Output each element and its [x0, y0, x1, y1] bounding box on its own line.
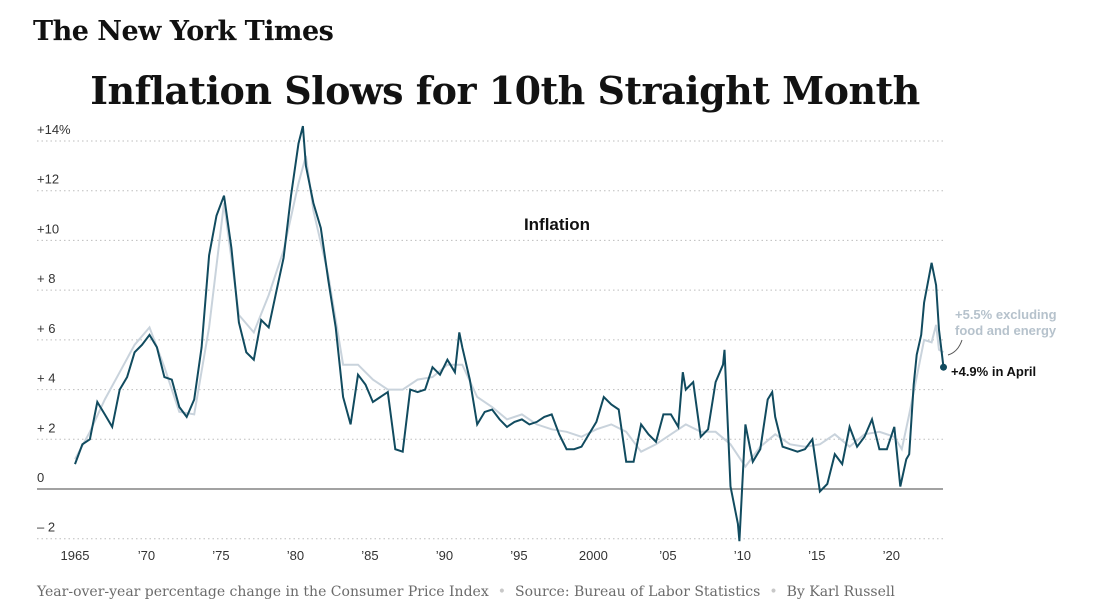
x-tick-label: 2000 [579, 548, 608, 563]
y-tick-label: 0 [37, 470, 44, 485]
y-tick-label: +14% [37, 122, 71, 137]
gridlines [37, 140, 943, 540]
x-tick-label: ’80 [287, 548, 304, 563]
x-tick-label: ’20 [883, 548, 900, 563]
x-tick-label: ’15 [808, 548, 825, 563]
nyt-logo: The New York Times [33, 16, 334, 47]
x-tick-label: ’90 [436, 548, 453, 563]
cpi-line [74, 125, 945, 542]
annotation-arrow [947, 339, 963, 356]
x-tick-label: ’10 [734, 548, 751, 563]
y-tick-label: +10 [37, 221, 59, 236]
x-tick-label: ’95 [510, 548, 527, 563]
y-tick-label: +12 [37, 172, 59, 187]
y-tick-label: + 2 [37, 420, 55, 435]
y-tick-label: + 4 [37, 371, 55, 386]
chart-title: Inflation [524, 215, 590, 234]
x-tick-label: ’70 [138, 548, 155, 563]
core-label-line1: +5.5% excluding [955, 307, 1057, 322]
separator-dot: • [769, 584, 778, 600]
x-tick-label: ’85 [361, 548, 378, 563]
separator-dot: • [497, 584, 506, 600]
x-axis-labels: 1965 ’70 ’75 ’80 ’85 ’90 ’95 2000 ’05 ’10 ’15 ’20 [61, 548, 900, 563]
core-label-line2: food and energy [955, 323, 1057, 338]
y-tick-label: + 6 [37, 321, 55, 336]
latest-value-dot [940, 363, 947, 371]
headline: Inflation Slows for 10th Straight Month [90, 68, 920, 113]
x-tick-label: ’05 [659, 548, 676, 563]
y-tick-label: + 8 [37, 271, 55, 286]
footer-description: Year-over-year percentage change in the … [37, 584, 489, 600]
x-tick-label: 1965 [61, 548, 90, 563]
cpi-latest-label: +4.9% in April [951, 364, 1036, 379]
footer-byline: By Karl Russell [786, 584, 895, 600]
y-tick-label: – 2 [37, 520, 55, 535]
footer-source: Source: Bureau of Labor Statistics [514, 584, 761, 600]
y-axis-labels: – 2 0 + 2 + 4 + 6 + 8 +10 +12 +14% [37, 122, 71, 535]
x-tick-label: ’75 [212, 548, 229, 563]
chart-footer: Year-over-year percentage change in the … [37, 584, 895, 600]
